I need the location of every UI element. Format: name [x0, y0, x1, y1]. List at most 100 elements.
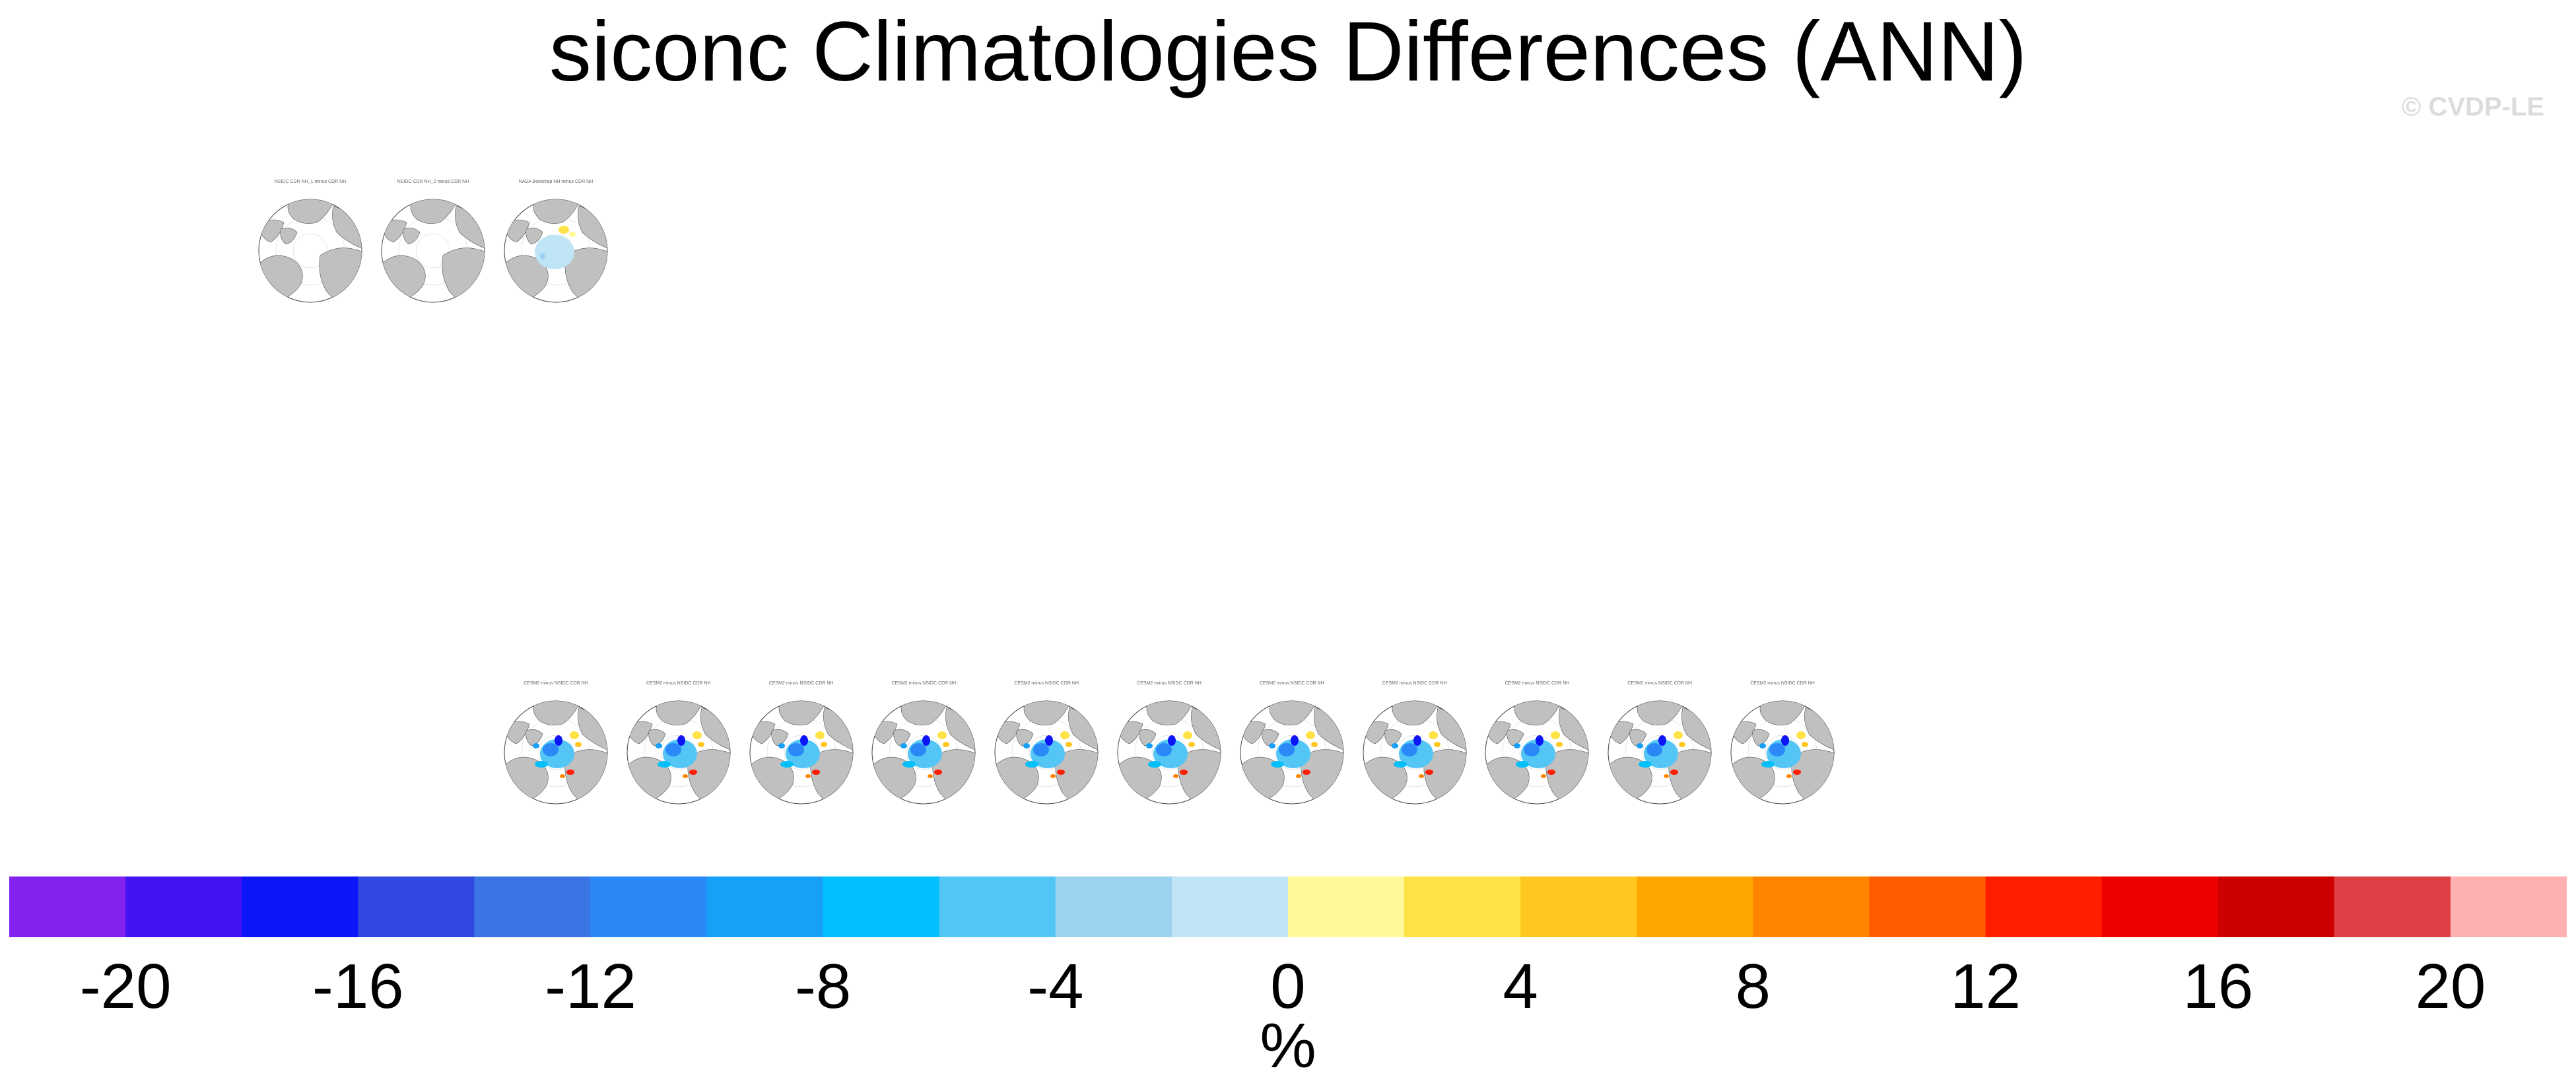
- land-mass: [1023, 701, 1070, 725]
- sea-ice-anomaly: [1146, 743, 1153, 748]
- sea-ice-anomaly: [1310, 742, 1318, 747]
- sea-ice-anomaly: [1769, 743, 1785, 756]
- sea-ice-anomaly: [1547, 770, 1556, 775]
- sea-ice-anomaly: [1391, 743, 1398, 748]
- map-panel-title: NASA Bootstrap NH minus CDR NH: [518, 180, 593, 184]
- sea-ice-anomaly: [788, 743, 804, 756]
- map-panel-title: NSIDC CDR NH_2 minus CDR NH: [397, 180, 469, 184]
- sea-ice-anomaly: [560, 774, 565, 778]
- land-mass: [648, 729, 666, 746]
- sea-ice-anomaly: [1418, 774, 1424, 778]
- latitude-circle: [1625, 717, 1695, 787]
- polar-map: [1363, 700, 1467, 805]
- map-panel-title: CESM2 minus NSIDC CDR NH: [1627, 681, 1692, 686]
- colorbar-tick-label: 20: [2415, 951, 2486, 1022]
- colorbar-box: [1753, 876, 1870, 937]
- colorbar-tick-label: 16: [2183, 951, 2254, 1022]
- colorbar-box: [1171, 876, 1289, 937]
- sea-ice-anomaly: [1541, 774, 1547, 778]
- map-panel: CESM2 minus NSIDC CDR NH: [990, 680, 1102, 812]
- sea-ice-anomaly: [1060, 731, 1070, 739]
- map-panel-title: NSIDC CDR NH_1 minus CDR NH: [274, 180, 347, 184]
- land-mass: [1363, 721, 1388, 744]
- sea-ice-anomaly: [1646, 743, 1663, 756]
- sea-ice-anomaly: [1302, 770, 1310, 775]
- colorbar: [9, 876, 2567, 937]
- land-mass: [995, 721, 1021, 744]
- sea-ice-anomaly: [555, 735, 562, 746]
- sea-ice-anomaly: [1033, 743, 1050, 756]
- sea-ice-anomaly: [570, 731, 579, 739]
- sea-ice-anomaly: [780, 761, 794, 768]
- land-mass: [873, 721, 898, 744]
- sea-ice-anomaly: [1148, 761, 1161, 768]
- land-mass: [1637, 701, 1683, 725]
- polar-map: [258, 199, 362, 303]
- land-mass: [770, 729, 788, 746]
- sea-ice-anomaly: [937, 731, 947, 739]
- map-panel: CESM2 minus NSIDC CDR NH: [745, 680, 858, 812]
- land-mass: [1629, 729, 1647, 746]
- latitude-circle: [1503, 717, 1572, 787]
- colorbar-box: [2218, 876, 2335, 937]
- sea-ice-anomaly: [1050, 774, 1056, 778]
- latitude-circle: [292, 233, 328, 269]
- latitude-circle: [398, 216, 468, 286]
- sea-ice-anomaly: [1428, 731, 1438, 739]
- latitude-circle: [644, 717, 713, 787]
- colorbar-box: [2334, 876, 2451, 937]
- polar-map: [1240, 700, 1344, 805]
- colorbar-box: [1637, 876, 1753, 937]
- figure-title: siconc Climatologies Differences (ANN): [549, 5, 2027, 99]
- map-panel: CESM2 minus NSIDC CDR NH: [1113, 680, 1225, 812]
- polar-map: [1608, 700, 1712, 805]
- colorbar-box: [823, 876, 940, 937]
- sea-ice-anomaly: [1188, 742, 1195, 747]
- sea-ice-anomaly: [566, 770, 574, 775]
- colorbar-units: %: [1260, 1010, 1316, 1081]
- colorbar-tick-label: 12: [1950, 951, 2021, 1022]
- latitude-circle: [1257, 717, 1326, 787]
- polar-map: [1730, 700, 1835, 805]
- sea-ice-anomaly: [1413, 735, 1421, 746]
- colorbar-box: [706, 876, 824, 937]
- sea-ice-anomaly: [1674, 731, 1683, 739]
- land-mass: [259, 219, 285, 243]
- sea-ice-anomaly: [1664, 774, 1670, 778]
- map-panel-title: CESM2 minus NSIDC CDR NH: [524, 681, 588, 686]
- sea-ice-anomaly: [1516, 761, 1530, 768]
- land-mass: [410, 199, 457, 224]
- sea-ice-anomaly: [1639, 761, 1652, 768]
- sea-ice-anomaly: [1637, 743, 1644, 748]
- sea-ice-anomaly: [692, 731, 702, 739]
- colorbar-tick-label: -16: [312, 951, 404, 1022]
- colorbar-box: [939, 876, 1056, 937]
- land-mass: [1608, 721, 1634, 744]
- land-mass: [1146, 701, 1193, 725]
- latitude-circle: [521, 717, 591, 787]
- latitude-circle: [521, 216, 591, 286]
- land-mass: [901, 701, 947, 725]
- sea-ice-anomaly: [569, 232, 576, 237]
- land-mass: [1240, 721, 1266, 744]
- colorbar-box: [242, 876, 358, 937]
- map-panel-title: CESM2 minus NSIDC CDR NH: [646, 681, 711, 686]
- sea-ice-anomaly: [1761, 761, 1775, 768]
- sea-ice-anomaly: [1066, 742, 1073, 747]
- land-mass: [1016, 729, 1034, 746]
- sea-ice-anomaly: [1786, 774, 1792, 778]
- sea-ice-anomaly: [1183, 731, 1192, 739]
- sea-ice-anomaly: [1168, 735, 1176, 746]
- sea-ice-anomaly: [910, 743, 927, 756]
- latitude-circle: [889, 717, 959, 787]
- sea-ice-anomaly: [1433, 742, 1441, 747]
- land-mass: [656, 701, 702, 725]
- land-mass: [1139, 729, 1157, 746]
- colorbar-tick-label: 8: [1735, 951, 1771, 1022]
- sea-ice-anomaly: [657, 761, 671, 768]
- latitude-circle: [1380, 717, 1449, 787]
- polar-map: [381, 199, 485, 303]
- sea-ice-anomaly: [1173, 774, 1178, 778]
- sea-ice-anomaly: [799, 735, 808, 746]
- sea-ice-anomaly: [1270, 761, 1284, 768]
